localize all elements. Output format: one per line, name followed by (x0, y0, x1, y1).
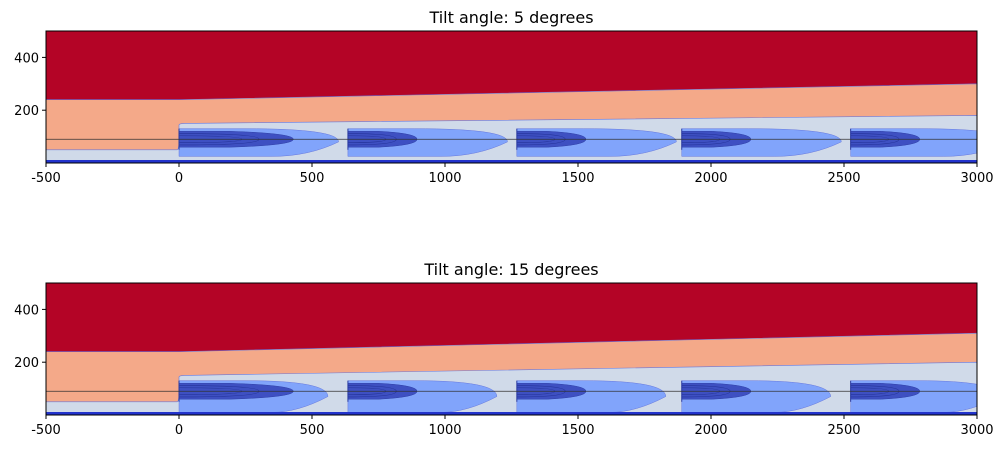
x-tick-label: 3000 (960, 171, 993, 186)
plot-area (46, 31, 977, 163)
x-tick-label: 1500 (561, 171, 594, 186)
axes-frame (45, 30, 978, 164)
x-tick-label: 1500 (561, 423, 594, 438)
subplot-tilt-5: -500 0 500 1000 1500 2000 2500 3000 200 400 Tilt a… (14, 8, 993, 186)
chart-title: Tilt angle: 5 degrees (428, 8, 593, 27)
y-tick-label: 200 (14, 104, 39, 119)
x-tick-label: -500 (31, 171, 61, 186)
chart-title: Tilt angle: 15 degrees (423, 260, 598, 279)
ground-band (46, 160, 977, 163)
x-tick-label: 500 (300, 423, 325, 438)
x-tick-label: 0 (175, 423, 183, 438)
y-tick-label: 400 (14, 303, 39, 318)
x-tick-label: 1000 (428, 171, 461, 186)
x-tick-label: 0 (175, 171, 183, 186)
axes-frame (45, 282, 978, 416)
y-tick-label: 400 (14, 51, 39, 66)
x-tick-label: 2500 (827, 423, 860, 438)
plot-area (46, 283, 977, 415)
x-tick-label: 500 (300, 171, 325, 186)
x-tick-label: 2000 (694, 423, 727, 438)
x-tick-label: 2500 (827, 171, 860, 186)
x-tick-label: -500 (31, 423, 61, 438)
x-tick-label: 2000 (694, 171, 727, 186)
ground-band (46, 412, 977, 415)
x-tick-label: 1000 (428, 423, 461, 438)
subplot-tilt-15: -500 0 500 1000 1500 2000 2500 3000 200 400 Tilt a… (14, 260, 993, 438)
x-tick-label: 3000 (960, 423, 993, 438)
y-tick-label: 200 (14, 356, 39, 371)
